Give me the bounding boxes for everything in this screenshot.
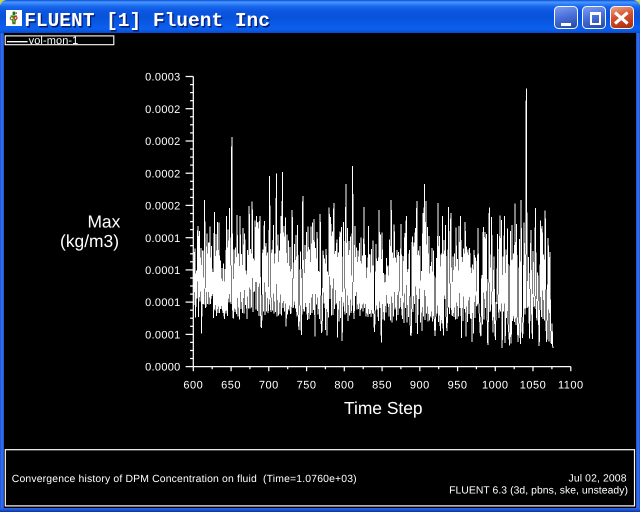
svg-text:850: 850 bbox=[372, 379, 392, 391]
svg-text:Jul 02, 2008: Jul 02, 2008 bbox=[569, 474, 627, 485]
svg-text:Convergence history of DPM Con: Convergence history of DPM Concentration… bbox=[12, 474, 357, 485]
svg-text:0.0001: 0.0001 bbox=[145, 233, 180, 245]
svg-text:1100: 1100 bbox=[558, 379, 584, 391]
svg-text:FLUENT 6.3 (3d, pbns, ske, uns: FLUENT 6.3 (3d, pbns, ske, unsteady) bbox=[449, 485, 628, 496]
svg-text:vol-mon-1: vol-mon-1 bbox=[29, 35, 79, 47]
svg-text:Max: Max bbox=[87, 212, 120, 232]
svg-text:700: 700 bbox=[259, 379, 279, 391]
svg-text:600: 600 bbox=[183, 379, 203, 391]
svg-text:0.0000: 0.0000 bbox=[145, 362, 180, 374]
svg-text:0.0002: 0.0002 bbox=[145, 136, 180, 148]
svg-text:0.0001: 0.0001 bbox=[145, 265, 180, 277]
svg-text:Time Step: Time Step bbox=[344, 398, 423, 418]
svg-text:(kg/m3): (kg/m3) bbox=[60, 231, 119, 251]
svg-text:950: 950 bbox=[448, 379, 468, 391]
svg-text:0.0002: 0.0002 bbox=[145, 168, 180, 180]
svg-text:0.0002: 0.0002 bbox=[145, 104, 180, 116]
svg-text:1000: 1000 bbox=[482, 379, 508, 391]
svg-text:0.0003: 0.0003 bbox=[145, 72, 180, 84]
svg-text:800: 800 bbox=[334, 379, 354, 391]
svg-text:0.0002: 0.0002 bbox=[145, 201, 180, 213]
svg-text:900: 900 bbox=[410, 379, 430, 391]
svg-text:750: 750 bbox=[297, 379, 317, 391]
svg-text:650: 650 bbox=[221, 379, 241, 391]
svg-text:0.0001: 0.0001 bbox=[145, 330, 180, 342]
svg-text:1050: 1050 bbox=[520, 379, 546, 391]
svg-text:0.0001: 0.0001 bbox=[145, 297, 180, 309]
